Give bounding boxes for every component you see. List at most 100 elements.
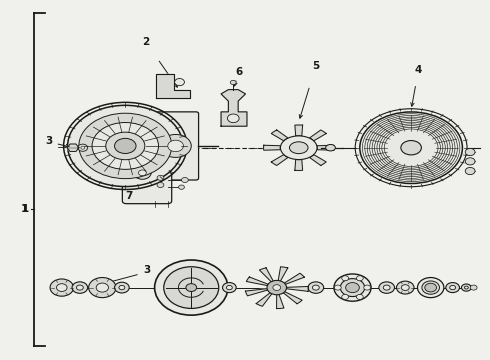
Circle shape	[450, 285, 456, 290]
Text: 4: 4	[415, 64, 422, 75]
Circle shape	[401, 285, 409, 291]
Ellipse shape	[401, 140, 421, 155]
Circle shape	[226, 285, 232, 290]
Circle shape	[50, 279, 74, 296]
Ellipse shape	[290, 142, 308, 154]
Circle shape	[273, 285, 281, 291]
Circle shape	[76, 285, 83, 290]
Ellipse shape	[164, 267, 219, 309]
Polygon shape	[286, 287, 309, 291]
Circle shape	[181, 177, 188, 183]
Circle shape	[139, 170, 147, 176]
Circle shape	[89, 278, 116, 298]
Polygon shape	[295, 159, 303, 170]
Circle shape	[465, 148, 475, 156]
Circle shape	[462, 284, 471, 291]
Circle shape	[157, 183, 164, 188]
Circle shape	[230, 80, 236, 85]
Ellipse shape	[115, 138, 136, 153]
Circle shape	[308, 282, 324, 293]
Circle shape	[96, 283, 108, 292]
Ellipse shape	[326, 144, 335, 151]
Polygon shape	[310, 155, 326, 166]
Circle shape	[222, 283, 236, 293]
Circle shape	[160, 134, 191, 157]
Circle shape	[227, 114, 239, 123]
Ellipse shape	[68, 105, 183, 186]
Circle shape	[356, 276, 363, 281]
Ellipse shape	[280, 136, 317, 159]
Polygon shape	[317, 145, 334, 150]
Circle shape	[342, 294, 348, 300]
Text: 3: 3	[45, 136, 52, 146]
Circle shape	[345, 283, 359, 293]
Ellipse shape	[422, 281, 440, 294]
Polygon shape	[310, 130, 326, 141]
Ellipse shape	[155, 260, 228, 315]
Circle shape	[342, 276, 348, 281]
Ellipse shape	[79, 113, 172, 179]
Circle shape	[178, 185, 184, 189]
Polygon shape	[221, 90, 247, 126]
Text: 3: 3	[144, 265, 151, 275]
Ellipse shape	[92, 122, 159, 169]
Text: 6: 6	[235, 67, 242, 77]
Circle shape	[56, 284, 67, 292]
Text: 7: 7	[125, 191, 132, 201]
Polygon shape	[284, 273, 304, 284]
Circle shape	[81, 146, 85, 149]
Circle shape	[334, 285, 341, 290]
Circle shape	[356, 294, 363, 300]
Circle shape	[78, 144, 88, 151]
Ellipse shape	[186, 284, 196, 292]
Circle shape	[174, 78, 184, 86]
Polygon shape	[67, 144, 73, 148]
Circle shape	[470, 285, 477, 290]
Text: 1: 1	[20, 204, 27, 214]
Ellipse shape	[340, 279, 365, 297]
Circle shape	[425, 283, 437, 292]
Polygon shape	[70, 148, 76, 152]
Polygon shape	[73, 148, 79, 152]
Polygon shape	[264, 145, 280, 150]
Ellipse shape	[417, 278, 444, 298]
Circle shape	[313, 285, 319, 290]
Polygon shape	[256, 293, 272, 306]
Circle shape	[72, 282, 88, 293]
Circle shape	[383, 285, 390, 290]
Polygon shape	[271, 155, 288, 166]
Polygon shape	[246, 277, 269, 285]
Circle shape	[465, 158, 475, 165]
Circle shape	[465, 167, 475, 175]
Polygon shape	[259, 268, 273, 282]
Circle shape	[115, 282, 129, 293]
Circle shape	[446, 283, 460, 293]
Circle shape	[168, 140, 183, 152]
Polygon shape	[245, 289, 268, 296]
Polygon shape	[67, 148, 73, 152]
Text: 5: 5	[312, 61, 319, 71]
Circle shape	[157, 175, 164, 180]
FancyBboxPatch shape	[152, 112, 198, 180]
Ellipse shape	[334, 274, 371, 301]
Polygon shape	[278, 267, 288, 282]
Circle shape	[465, 286, 468, 289]
Circle shape	[396, 281, 414, 294]
Polygon shape	[276, 294, 284, 309]
Polygon shape	[73, 144, 79, 148]
Ellipse shape	[360, 112, 463, 184]
Circle shape	[364, 285, 370, 290]
Polygon shape	[271, 130, 288, 141]
FancyBboxPatch shape	[122, 172, 172, 204]
Circle shape	[379, 282, 394, 293]
Ellipse shape	[106, 132, 145, 160]
Polygon shape	[70, 144, 76, 148]
Text: 2: 2	[142, 37, 149, 47]
Circle shape	[134, 166, 151, 179]
Text: 1: 1	[22, 204, 29, 214]
Circle shape	[267, 280, 287, 295]
Circle shape	[119, 285, 125, 290]
Polygon shape	[295, 125, 303, 136]
Polygon shape	[156, 74, 190, 98]
Polygon shape	[283, 292, 302, 304]
